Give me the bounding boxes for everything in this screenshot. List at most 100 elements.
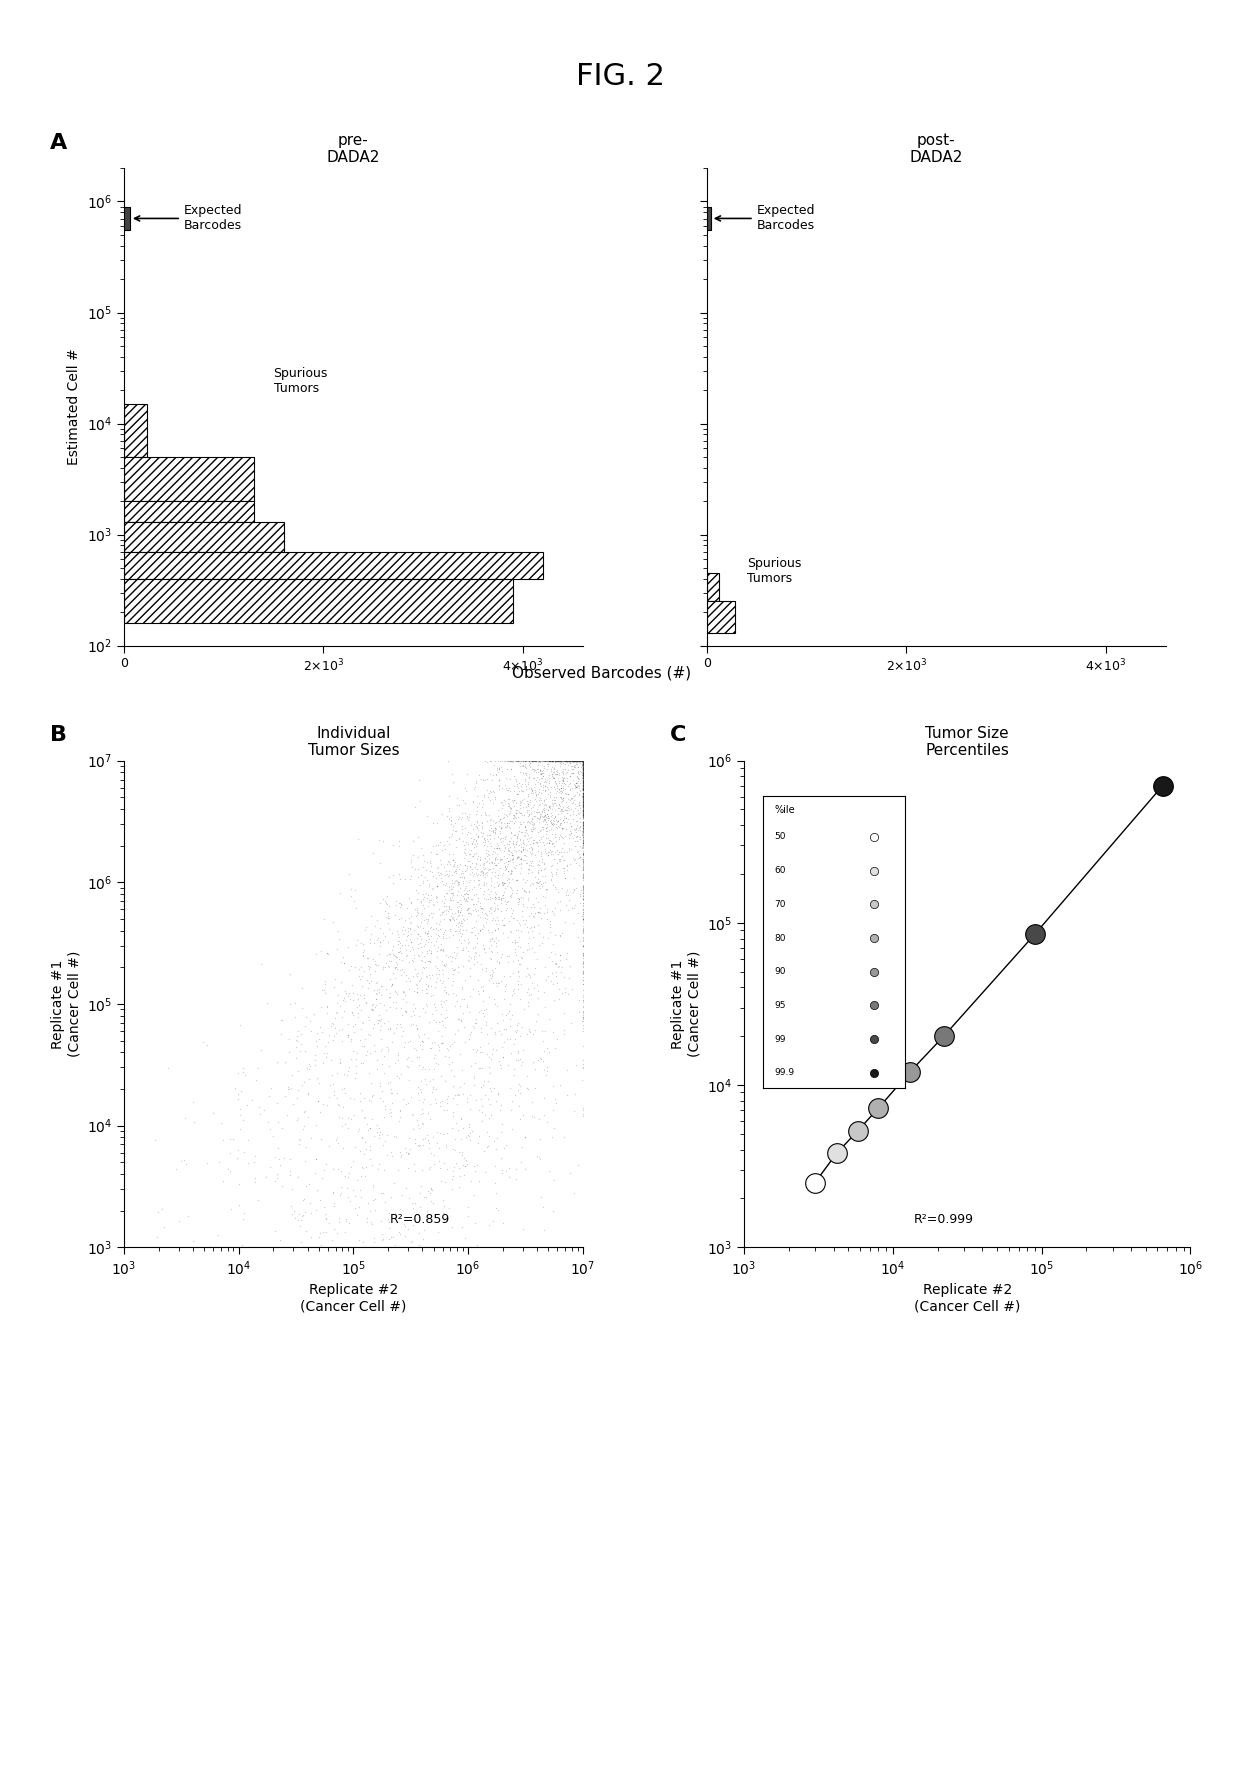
Point: [513, 876, 533, 904]
Point: [494, 800, 513, 828]
Point: [379, 1214, 399, 1242]
Point: [486, 879, 506, 907]
Point: [573, 747, 593, 775]
Point: [506, 1155, 526, 1183]
Point: [573, 750, 593, 778]
Point: [573, 747, 593, 775]
Point: [573, 747, 593, 775]
Point: [573, 747, 593, 775]
Point: [573, 747, 593, 775]
Point: [573, 747, 593, 775]
Point: [573, 747, 593, 775]
Point: [573, 747, 593, 775]
Point: [573, 747, 593, 775]
Point: [368, 1125, 388, 1153]
Point: [430, 1028, 450, 1056]
Point: [573, 747, 593, 775]
Point: [526, 953, 546, 982]
Point: [573, 747, 593, 775]
Point: [352, 1097, 372, 1125]
Point: [573, 747, 593, 775]
Point: [444, 1084, 464, 1113]
Point: [573, 747, 593, 775]
Point: [573, 747, 593, 775]
Point: [573, 747, 593, 775]
Point: [573, 747, 593, 775]
Point: [573, 814, 593, 842]
Point: [511, 800, 531, 828]
Point: [573, 747, 593, 775]
Point: [573, 747, 593, 775]
Point: [378, 863, 398, 892]
Point: [573, 747, 593, 775]
Point: [573, 747, 593, 775]
Point: [332, 1233, 352, 1261]
Point: [399, 904, 419, 932]
Point: [445, 856, 465, 884]
Point: [466, 1005, 486, 1033]
Point: [573, 755, 593, 784]
Point: [466, 897, 486, 925]
Point: [460, 982, 480, 1010]
Point: [573, 747, 593, 775]
Point: [573, 747, 593, 775]
Point: [573, 747, 593, 775]
Point: [573, 778, 593, 807]
Point: [573, 747, 593, 775]
Point: [526, 840, 546, 869]
Point: [459, 1024, 479, 1053]
Point: [441, 810, 461, 839]
Point: [573, 747, 593, 775]
Point: [474, 870, 494, 899]
Point: [563, 798, 583, 826]
Point: [517, 819, 537, 847]
Point: [573, 771, 593, 800]
Point: [573, 747, 593, 775]
Point: [343, 980, 363, 1008]
Point: [522, 775, 542, 803]
Point: [443, 1166, 463, 1194]
Point: [490, 1095, 510, 1123]
Point: [573, 747, 593, 775]
Point: [573, 747, 593, 775]
Point: [573, 759, 593, 787]
Point: [573, 747, 593, 775]
Point: [459, 1113, 479, 1141]
Point: [494, 867, 513, 895]
Point: [573, 784, 593, 812]
Point: [573, 747, 593, 775]
Point: [573, 821, 593, 849]
Point: [573, 747, 593, 775]
Point: [573, 747, 593, 775]
Point: [573, 747, 593, 775]
Point: [573, 747, 593, 775]
Point: [546, 1084, 565, 1113]
Point: [573, 747, 593, 775]
Point: [360, 1136, 379, 1164]
Point: [573, 816, 593, 844]
Point: [573, 747, 593, 775]
Point: [485, 1017, 505, 1045]
Point: [460, 918, 480, 946]
Point: [573, 747, 593, 775]
Point: [573, 747, 593, 775]
Point: [570, 794, 590, 823]
Point: [551, 748, 570, 777]
Point: [573, 747, 593, 775]
Point: [405, 1010, 425, 1038]
Point: [515, 812, 534, 840]
Point: [573, 747, 593, 775]
Point: [399, 1123, 419, 1152]
Point: [481, 747, 501, 775]
Point: [546, 766, 565, 794]
Point: [573, 747, 593, 775]
Point: [553, 766, 573, 794]
Point: [554, 764, 574, 793]
Point: [573, 747, 593, 775]
Point: [501, 874, 521, 902]
Point: [516, 775, 536, 803]
Point: [573, 747, 593, 775]
Point: [573, 747, 593, 775]
Point: [365, 1185, 384, 1214]
Point: [573, 747, 593, 775]
